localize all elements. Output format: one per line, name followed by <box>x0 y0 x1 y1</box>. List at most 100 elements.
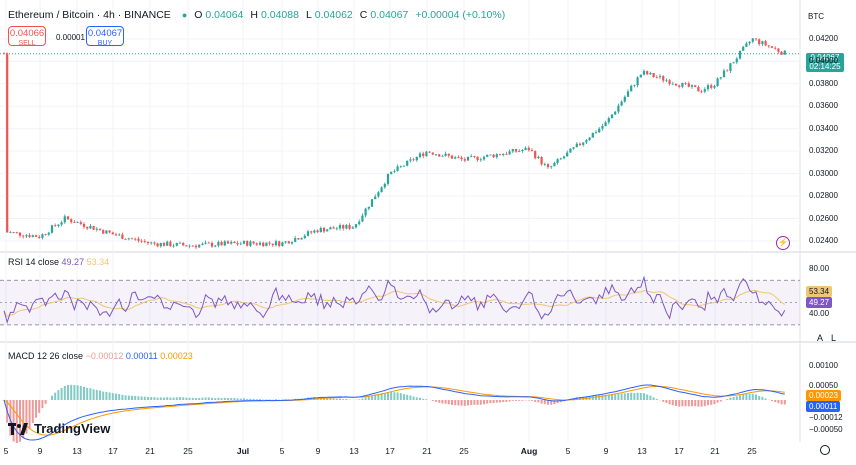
currency-button[interactable]: BTC <box>808 12 824 21</box>
macd-hist-bar <box>703 400 706 407</box>
macd-hist-bar <box>332 398 335 400</box>
time-tick-label: 13 <box>349 446 359 456</box>
macd-hist-bar <box>617 393 620 400</box>
candle-body <box>655 76 658 78</box>
candle-body <box>105 230 108 234</box>
macd-hist-bar <box>687 400 690 407</box>
time-tick-label: 9 <box>315 446 321 456</box>
macd-hist-bar <box>499 400 501 403</box>
candle-body <box>521 150 524 152</box>
time-tick-label: 25 <box>183 446 193 456</box>
candle-body <box>82 223 86 227</box>
candle-body <box>690 85 694 87</box>
candle-body <box>569 148 572 153</box>
candle-body <box>31 235 34 237</box>
macd-hist-bar <box>531 400 533 401</box>
macd-hist-bar <box>393 392 396 400</box>
macd-hist-bar <box>31 400 34 424</box>
macd-hist-bar <box>83 386 85 400</box>
candle-body <box>118 234 121 236</box>
macd-hist-bar <box>220 398 223 400</box>
settings-gear-icon[interactable] <box>820 445 830 455</box>
ohlc-change: +0.00004 (+0.10%) <box>415 9 506 21</box>
macd-hist-value: −0.00012 <box>85 351 124 361</box>
macd-hist-bar <box>537 400 540 403</box>
macd-hist-bar <box>134 395 137 400</box>
last-price-value: 0.04067 <box>810 53 840 62</box>
candle-body <box>73 222 76 223</box>
sell-button[interactable]: 0.04066 SELL <box>8 26 46 47</box>
price-tick-label: 0.02600 <box>809 213 838 223</box>
candle-body <box>482 156 486 160</box>
candle-body <box>306 231 310 236</box>
price-pane <box>2 37 786 250</box>
macd-hist-bar <box>675 400 677 407</box>
candle-body <box>393 170 396 172</box>
candle-body <box>262 242 265 247</box>
candle-body <box>258 242 262 245</box>
candle-body <box>684 82 687 84</box>
candle-body <box>207 242 210 244</box>
macd-hist-bar <box>550 400 553 405</box>
price-tick-label: 0.03800 <box>809 78 838 88</box>
rsi-header[interactable]: RSI 14 close 49.27 53.34 <box>8 257 109 267</box>
macd-hist-bar <box>662 400 665 402</box>
macd-hist-bar <box>118 394 121 400</box>
candle-body <box>236 242 239 245</box>
candle-body <box>361 215 364 222</box>
auto-scale-button[interactable]: A <box>817 333 824 343</box>
candle-body <box>617 105 620 112</box>
candle-body <box>607 118 610 123</box>
candle-body <box>537 156 540 159</box>
macd-hist-bar <box>396 392 399 400</box>
macd-hist-bar <box>15 400 18 443</box>
macd-signal-value: 0.00023 <box>160 351 193 361</box>
macd-hist-bar <box>51 395 53 400</box>
buy-button[interactable]: 0.04067 BUY <box>86 26 124 47</box>
candle-body <box>668 80 671 84</box>
candle-body <box>681 82 684 87</box>
macd-hist-bar <box>361 398 364 400</box>
macd-hist-bar <box>211 397 213 400</box>
time-tick-label: Jul <box>236 446 250 456</box>
candle-body <box>172 245 175 247</box>
candle-body <box>658 76 662 78</box>
candle-body <box>630 85 633 92</box>
candle-body <box>66 216 70 220</box>
macd-hist-bar <box>595 395 597 400</box>
candle-body <box>239 243 242 245</box>
rsi-tick-label: 40.00 <box>809 308 830 318</box>
macd-hist-bar <box>175 397 178 400</box>
candle-body <box>492 154 495 158</box>
candle-body <box>124 238 127 240</box>
macd-hist-bar <box>579 396 581 400</box>
lightning-icon[interactable]: ⚡ <box>776 236 790 250</box>
candle-body <box>18 232 22 236</box>
macd-hist-bar <box>447 400 450 405</box>
macd-hist-bar <box>441 400 444 404</box>
macd-hist-bar <box>140 396 143 400</box>
candle-body <box>358 221 361 225</box>
macd-hist-bar <box>742 394 745 400</box>
log-scale-button[interactable]: L <box>831 333 837 343</box>
rsi-pane <box>0 275 800 326</box>
macd-tick-label: 0.00050 <box>809 381 838 390</box>
macd-header[interactable]: MACD 12 26 close −0.00012 0.00011 0.0002… <box>8 351 193 361</box>
macd-hist-bar <box>326 398 329 400</box>
symbol-title[interactable]: Ethereum / Bitcoin · 4h · BINANCE <box>8 9 171 21</box>
macd-hist-bar <box>540 400 543 404</box>
macd-hist-bar <box>121 394 124 400</box>
bar-countdown: 02:14:25 <box>809 62 841 71</box>
ohlc-close-key: C <box>359 9 368 21</box>
macd-hist-bar <box>92 389 95 400</box>
candle-body <box>444 153 447 156</box>
macd-line-tag: 0.00011 <box>806 401 841 412</box>
candle-body <box>386 174 390 184</box>
candle-body <box>706 85 710 90</box>
candle-body <box>329 227 332 230</box>
candle-body <box>402 165 406 167</box>
candle-body <box>98 228 102 231</box>
candle-body <box>678 85 681 87</box>
macd-hist-bar <box>239 398 242 400</box>
